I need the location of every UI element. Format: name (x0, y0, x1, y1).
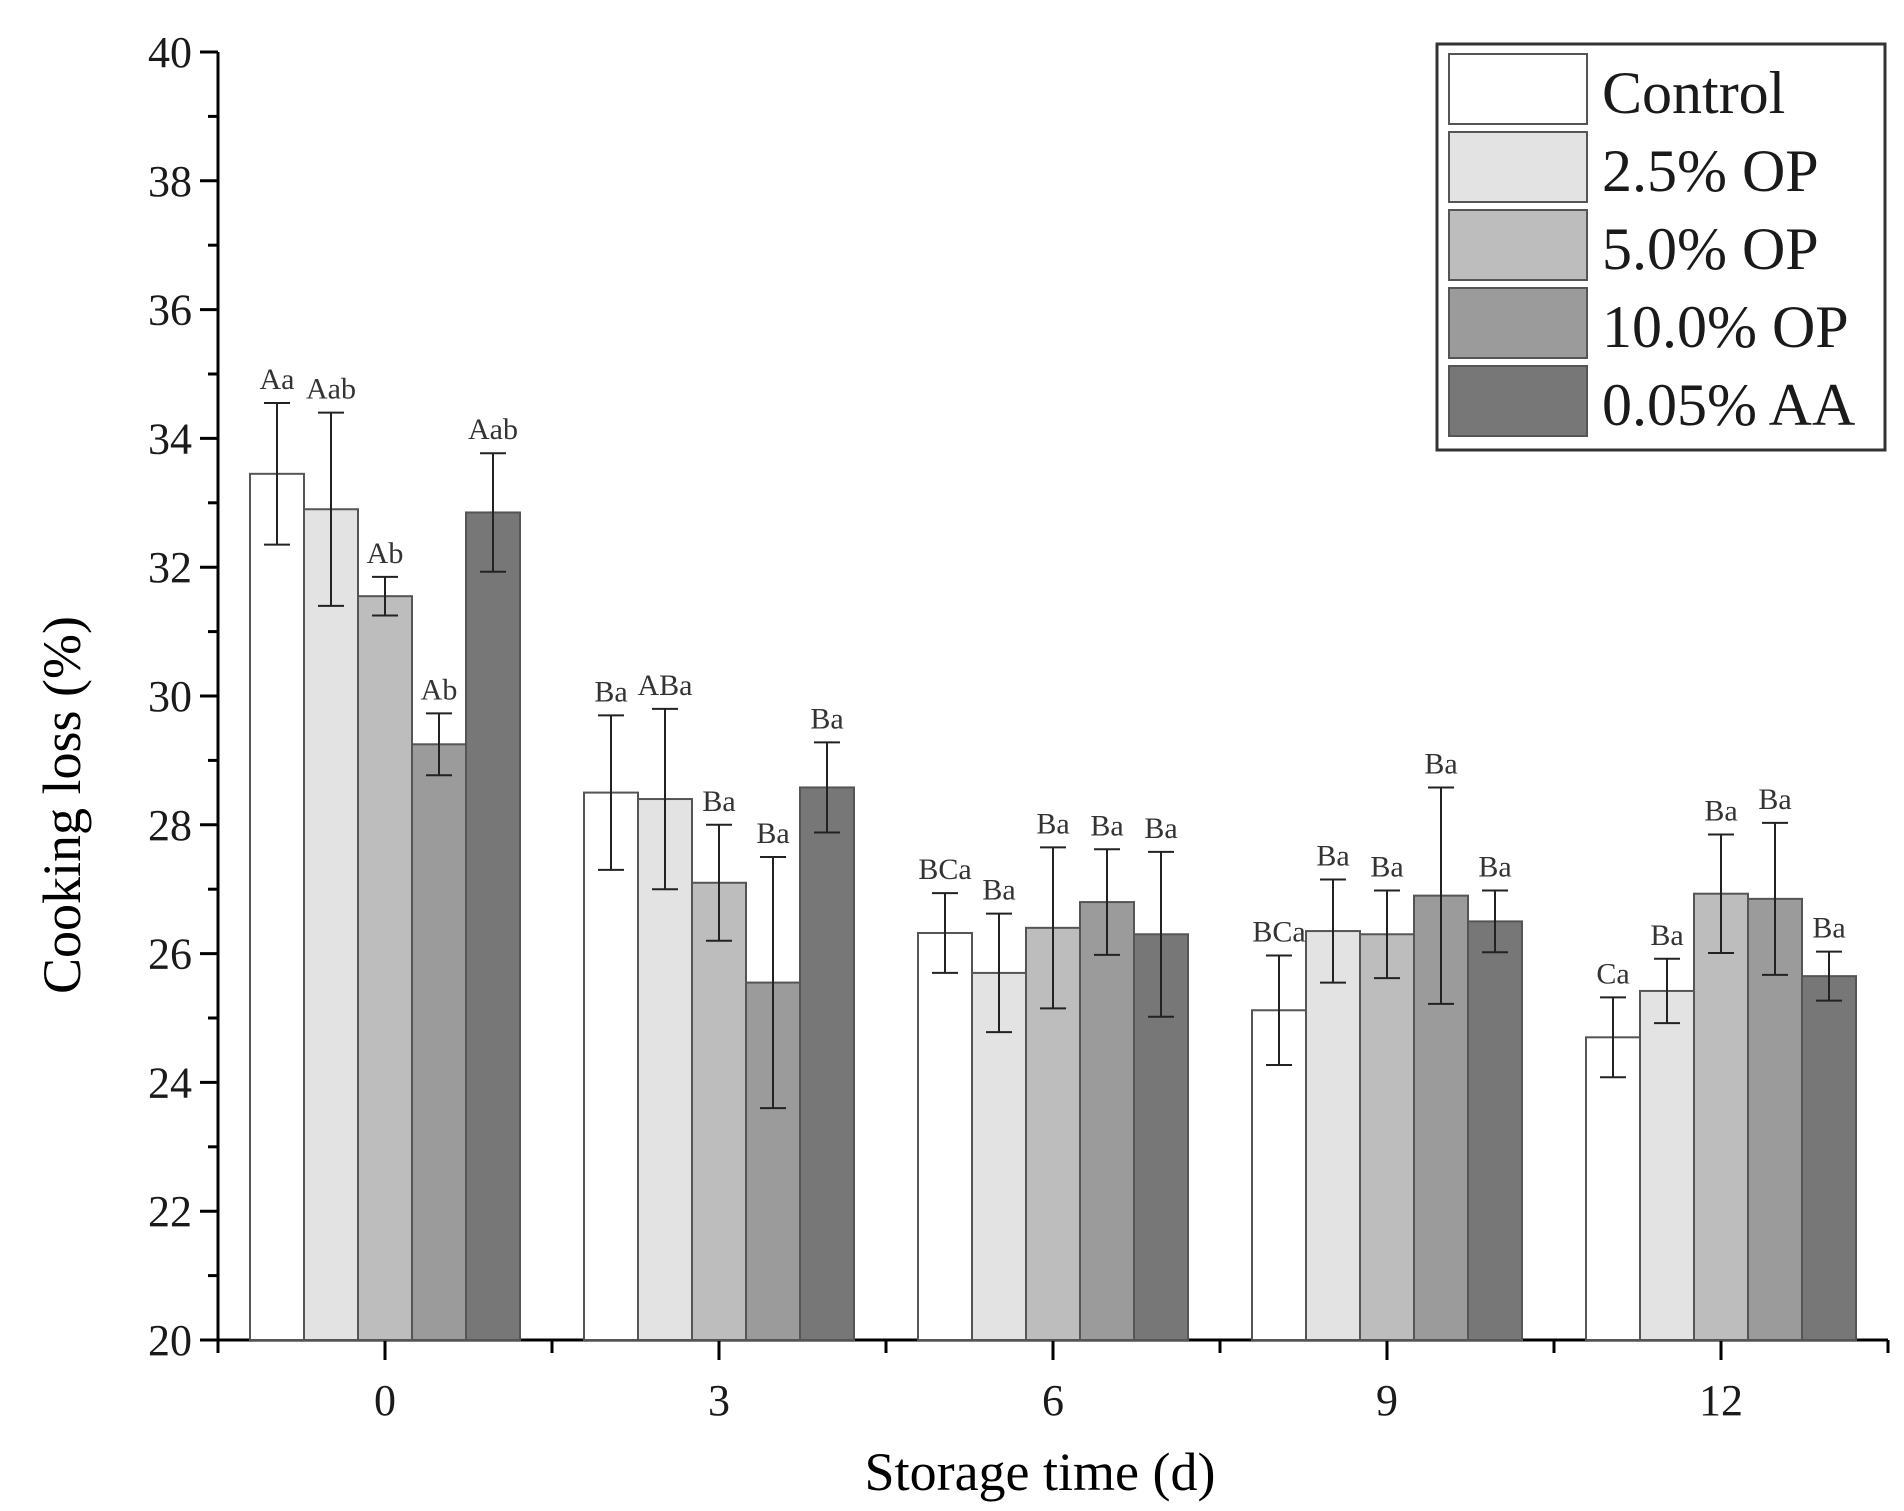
legend-label: 0.05% AA (1602, 372, 1855, 438)
significance-label: BCa (918, 853, 971, 886)
significance-label: Ba (1812, 912, 1845, 945)
bar (303, 508, 359, 1341)
bar (1585, 1036, 1641, 1341)
legend-swatch (1448, 209, 1588, 281)
significance-label: Ba (1036, 807, 1069, 840)
significance-label: Ba (756, 817, 789, 850)
x-tick-label: 6 (1042, 1376, 1064, 1425)
legend-swatch (1448, 287, 1588, 359)
significance-label: Aab (306, 373, 356, 406)
significance-label: BCa (1252, 916, 1305, 949)
bar (1467, 920, 1523, 1342)
bar (1305, 930, 1361, 1341)
significance-label: Ba (1650, 919, 1683, 952)
bar (1801, 975, 1857, 1341)
bar (971, 971, 1027, 1341)
significance-label: Ca (1596, 957, 1629, 990)
legend-swatch (1448, 53, 1588, 125)
y-tick-label: 22 (148, 1187, 192, 1236)
significance-label: Ba (1424, 747, 1457, 780)
x-tick-label: 12 (1699, 1376, 1743, 1425)
y-tick-label: 36 (148, 286, 192, 335)
significance-label: Ba (1144, 812, 1177, 845)
bar-labels: Aa Ba BCa BCa Ca Aab ABa Ba Ba Ba Ab Ba Ba Ba Ba Ab Ba Ba… (260, 363, 1846, 990)
y-tick-label: 34 (148, 414, 192, 463)
significance-label: Ab (421, 673, 458, 706)
bar (1639, 989, 1695, 1342)
bar (465, 511, 521, 1341)
significance-label: Ba (810, 702, 843, 735)
y-tick-label: 32 (148, 543, 192, 592)
bar (249, 472, 305, 1341)
legend-swatch (1448, 365, 1588, 437)
bar (691, 881, 747, 1341)
y-tick-label: 28 (148, 801, 192, 850)
significance-label: Ab (367, 537, 404, 570)
bar (799, 786, 855, 1341)
significance-label: Ba (1370, 850, 1403, 883)
significance-label: Ba (594, 675, 627, 708)
significance-label: Ba (1758, 783, 1791, 816)
x-tick-label: 9 (1376, 1376, 1398, 1425)
y-tick-label: 24 (148, 1058, 192, 1107)
legend: Control 2.5% OP 5.0% OP 10.0% OP 0.05% AA (1435, 42, 1887, 452)
x-tick-label: 3 (708, 1376, 730, 1425)
legend-swatch (1448, 131, 1588, 203)
bar (357, 595, 413, 1341)
y-axis-title: Cooking loss (%) (32, 616, 92, 994)
y-tick-label: 40 (148, 28, 192, 77)
bar (917, 931, 973, 1341)
significance-label: Ba (1316, 840, 1349, 873)
bars (249, 401, 1857, 1342)
legend-label: 10.0% OP (1602, 294, 1849, 360)
significance-label: Ba (702, 785, 735, 818)
y-tick-label: 38 (148, 157, 192, 206)
significance-label: Ba (1704, 794, 1737, 827)
bar (1693, 892, 1749, 1341)
bar (1079, 901, 1135, 1342)
significance-label: Aab (468, 413, 518, 446)
significance-label: Ba (982, 874, 1015, 907)
bar (1359, 933, 1415, 1342)
significance-label: Ba (1090, 809, 1123, 842)
significance-label: Ba (1478, 850, 1511, 883)
significance-label: Aa (260, 363, 295, 396)
legend-label: 5.0% OP (1602, 216, 1819, 282)
legend-label: 2.5% OP (1602, 138, 1819, 204)
significance-label: ABa (638, 669, 693, 702)
bar (583, 791, 639, 1341)
x-axis-title: Storage time (d) (865, 1442, 1216, 1502)
y-tick-label: 20 (148, 1316, 192, 1365)
y-tick-label: 30 (148, 672, 192, 721)
x-tick-label: 0 (374, 1376, 396, 1425)
bar (411, 743, 467, 1341)
y-tick-label: 26 (148, 930, 192, 979)
legend-label: Control (1602, 60, 1785, 126)
